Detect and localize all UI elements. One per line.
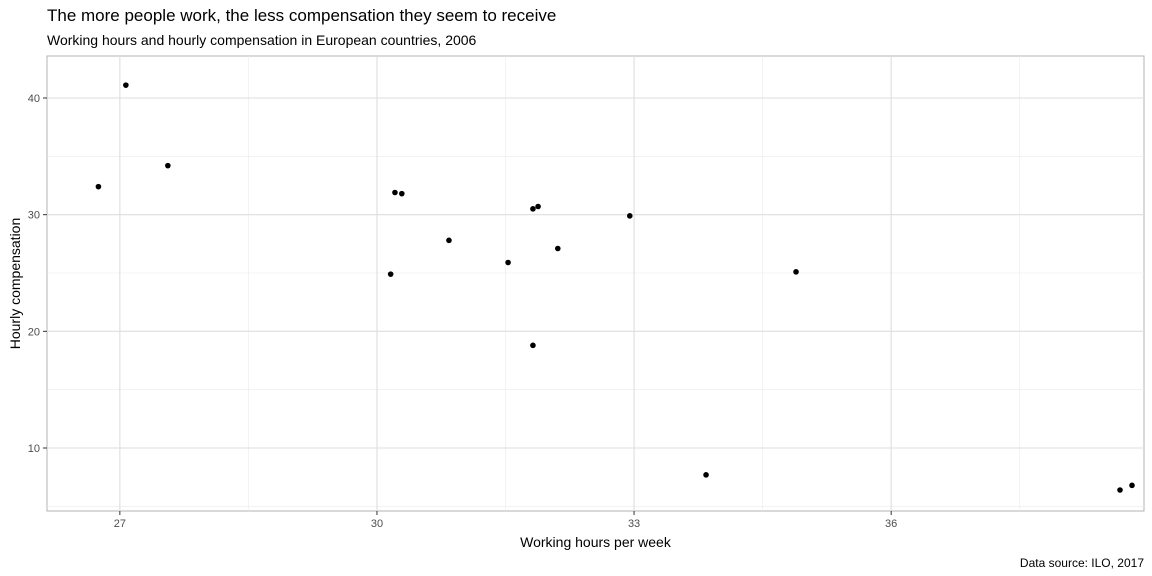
y-tick-label: 20	[28, 326, 40, 338]
y-axis-ticks: 10 20 30 40	[28, 93, 47, 455]
data-point	[530, 342, 536, 349]
data-point	[1129, 482, 1135, 489]
data-point	[1117, 487, 1123, 493]
data-point	[703, 472, 709, 478]
y-tick-label: 40	[28, 93, 40, 105]
data-point	[95, 183, 102, 190]
x-tick-label: 27	[114, 518, 126, 530]
data-point	[626, 213, 633, 219]
x-tick-label: 30	[371, 518, 383, 530]
plot-panel	[46, 55, 1145, 512]
data-point	[793, 269, 799, 275]
data-point	[392, 189, 398, 196]
x-tick-label: 36	[885, 518, 897, 530]
chart-subtitle: Working hours and hourly compensation in…	[47, 32, 477, 48]
data-point	[387, 271, 394, 277]
grid-lines	[47, 56, 1144, 511]
data-point	[165, 162, 171, 169]
data-points	[95, 82, 1135, 493]
data-point	[505, 259, 511, 266]
data-point	[554, 245, 561, 252]
data-source-caption: Data source: ILO, 2017	[1019, 556, 1144, 570]
chart-title: The more people work, the less compensat…	[47, 6, 557, 25]
x-tick-label: 33	[628, 518, 640, 530]
data-point	[530, 206, 536, 212]
data-point	[399, 190, 405, 197]
data-point	[123, 82, 129, 88]
x-axis-ticks: 27 30 33 36	[114, 511, 897, 530]
y-tick-label: 10	[28, 443, 40, 455]
x-axis-title: Working hours per week	[520, 534, 672, 550]
y-tick-label: 30	[28, 210, 40, 222]
data-point	[446, 237, 452, 244]
y-axis-title: Hourly compensation	[7, 218, 23, 350]
data-point	[535, 203, 541, 210]
